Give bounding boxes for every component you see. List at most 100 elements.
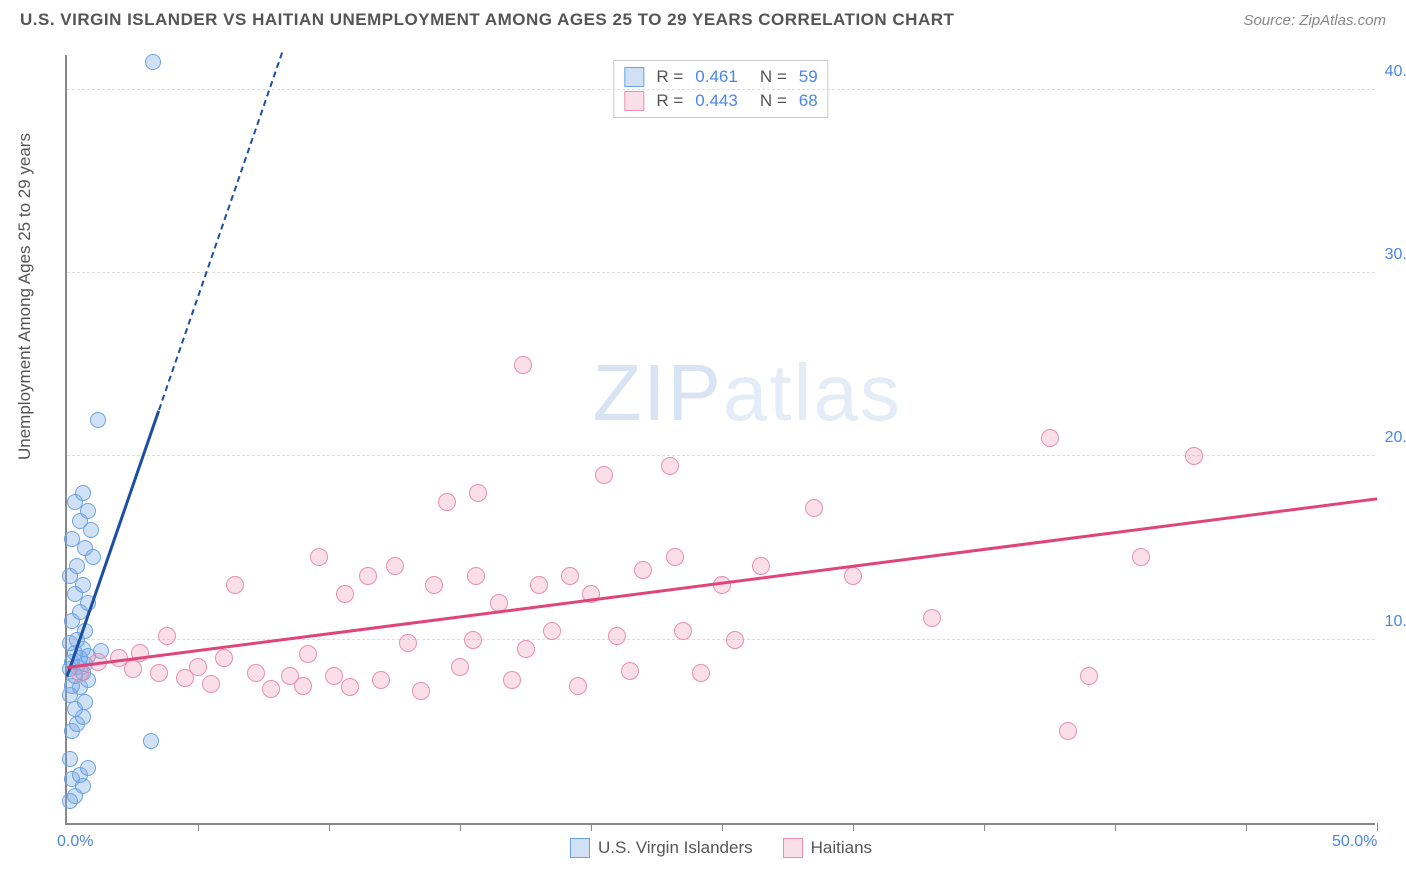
data-point — [692, 664, 710, 682]
data-point — [75, 577, 91, 593]
n-value: 59 — [799, 67, 818, 87]
data-point — [608, 627, 626, 645]
data-point — [124, 660, 142, 678]
data-point — [294, 677, 312, 695]
trendline-dashed — [158, 52, 283, 410]
data-point — [372, 671, 390, 689]
y-tick-label: 40.0% — [1385, 63, 1406, 81]
data-point — [150, 664, 168, 682]
r-label: R = — [656, 91, 683, 111]
r-value: 0.461 — [695, 67, 738, 87]
data-point — [64, 531, 80, 547]
legend-item: U.S. Virgin Islanders — [570, 838, 753, 858]
x-tick — [460, 823, 461, 831]
data-point — [666, 548, 684, 566]
data-point — [262, 680, 280, 698]
data-point — [386, 557, 404, 575]
data-point — [726, 631, 744, 649]
x-tick — [1115, 823, 1116, 831]
y-tick-label: 10.0% — [1385, 613, 1406, 631]
gridline — [67, 639, 1375, 640]
gridline — [67, 89, 1375, 90]
data-point — [399, 634, 417, 652]
x-tick — [853, 823, 854, 831]
data-point — [202, 675, 220, 693]
data-point — [189, 658, 207, 676]
data-point — [425, 576, 443, 594]
chart-source: Source: ZipAtlas.com — [1243, 12, 1386, 29]
data-point — [621, 662, 639, 680]
data-point — [80, 760, 96, 776]
data-point — [158, 627, 176, 645]
data-point — [514, 356, 532, 374]
x-tick — [198, 823, 199, 831]
data-point — [1059, 722, 1077, 740]
data-point — [215, 649, 233, 667]
legend-label: Haitians — [811, 838, 872, 858]
y-axis-label: Unemployment Among Ages 25 to 29 years — [15, 133, 35, 460]
chart-area: Unemployment Among Ages 25 to 29 years Z… — [20, 40, 1390, 870]
data-point — [661, 457, 679, 475]
data-point — [247, 664, 265, 682]
chart-title: U.S. VIRGIN ISLANDER VS HAITIAN UNEMPLOY… — [20, 10, 954, 30]
x-tick — [722, 823, 723, 831]
r-label: R = — [656, 67, 683, 87]
data-point — [143, 733, 159, 749]
r-value: 0.443 — [695, 91, 738, 111]
data-point — [1132, 548, 1150, 566]
data-point — [844, 567, 862, 585]
legend-swatch — [783, 838, 803, 858]
gridline — [67, 455, 1375, 456]
data-point — [923, 609, 941, 627]
data-point — [299, 645, 317, 663]
data-point — [69, 558, 85, 574]
series-legend: U.S. Virgin Islanders Haitians — [570, 838, 872, 858]
data-point — [805, 499, 823, 517]
data-point — [530, 576, 548, 594]
legend-row: R =0.461N =59 — [624, 65, 817, 89]
x-tick — [1246, 823, 1247, 831]
data-point — [145, 54, 161, 70]
data-point — [412, 682, 430, 700]
data-point — [336, 585, 354, 603]
data-point — [1185, 447, 1203, 465]
x-tick — [1377, 823, 1378, 831]
data-point — [341, 678, 359, 696]
x-tick-label: 50.0% — [1332, 833, 1377, 851]
n-label: N = — [760, 91, 787, 111]
data-point — [595, 466, 613, 484]
trendline — [67, 497, 1377, 669]
data-point — [543, 622, 561, 640]
data-point — [62, 751, 78, 767]
legend-item: Haitians — [783, 838, 872, 858]
legend-swatch — [624, 67, 644, 87]
data-point — [1041, 429, 1059, 447]
data-point — [77, 540, 93, 556]
data-point — [517, 640, 535, 658]
data-point — [469, 484, 487, 502]
watermark: ZIPatlas — [592, 347, 901, 439]
data-point — [310, 548, 328, 566]
data-point — [77, 694, 93, 710]
data-point — [226, 576, 244, 594]
y-tick-label: 20.0% — [1385, 429, 1406, 447]
chart-header: U.S. VIRGIN ISLANDER VS HAITIAN UNEMPLOY… — [0, 0, 1406, 30]
data-point — [438, 493, 456, 511]
x-tick — [591, 823, 592, 831]
legend-swatch — [624, 91, 644, 111]
legend-row: R =0.443N =68 — [624, 89, 817, 113]
gridline — [67, 272, 1375, 273]
x-tick — [984, 823, 985, 831]
y-tick-label: 30.0% — [1385, 246, 1406, 264]
data-point — [674, 622, 692, 640]
legend-swatch — [570, 838, 590, 858]
data-point — [464, 631, 482, 649]
legend-label: U.S. Virgin Islanders — [598, 838, 753, 858]
data-point — [90, 412, 106, 428]
x-tick-label: 0.0% — [57, 833, 93, 851]
data-point — [75, 485, 91, 501]
data-point — [752, 557, 770, 575]
watermark-thin: atlas — [723, 348, 902, 437]
data-point — [80, 503, 96, 519]
data-point — [561, 567, 579, 585]
